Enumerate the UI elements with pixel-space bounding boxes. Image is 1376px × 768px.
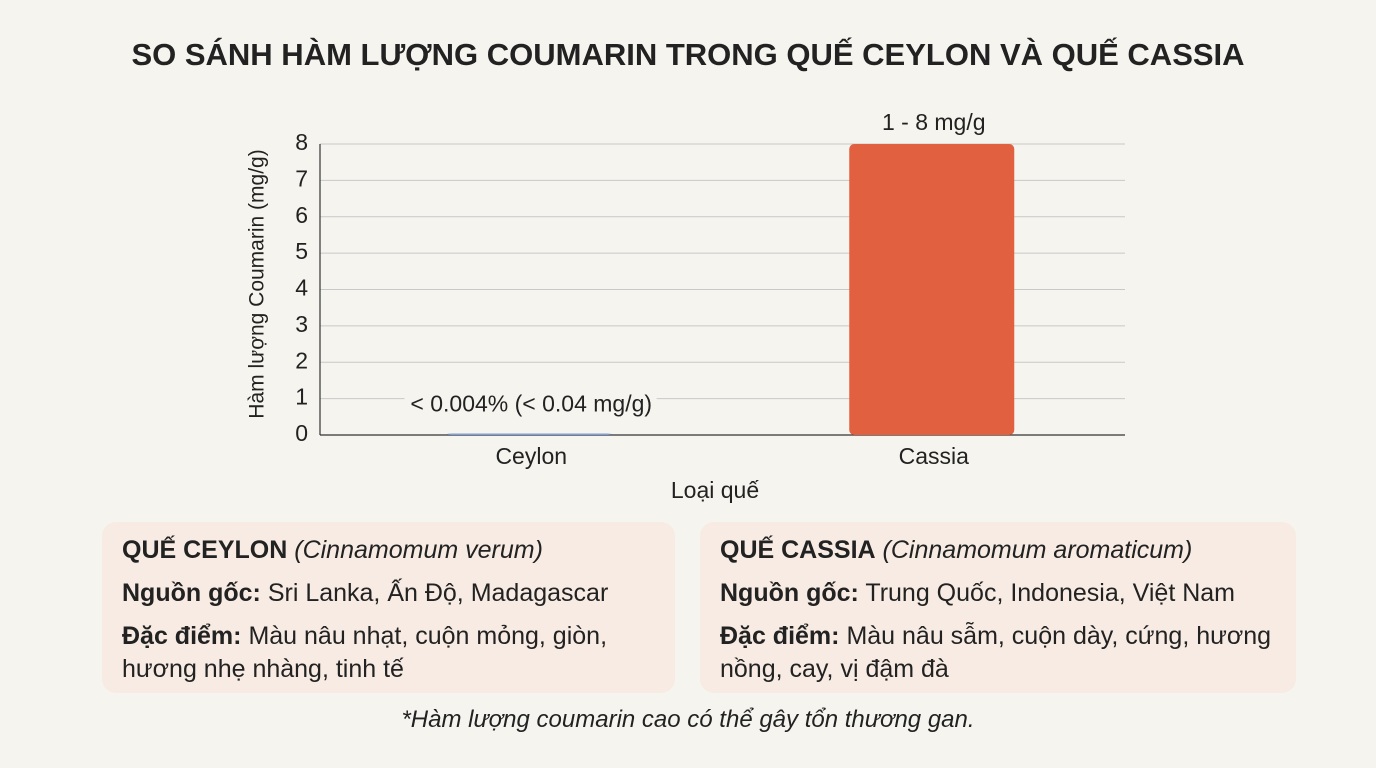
card: QUẾ CEYLON (Cinnamomum verum) Nguồn gốc:…: [102, 522, 675, 693]
y-tick-label: 7: [295, 165, 308, 191]
y-tick-label: 6: [295, 202, 308, 228]
y-tick-label: 8: [295, 129, 308, 155]
card: QUẾ CASSIA (Cinnamomum aromaticum) Nguồn…: [700, 522, 1296, 693]
y-tick-label: 2: [295, 347, 308, 373]
bar: [849, 144, 1015, 435]
feature: Màu nâu nhạt, cuộn mỏng, giòn, hương nhẹ…: [122, 622, 608, 683]
y-tick-label: 3: [295, 311, 308, 337]
y-tick-label: 5: [295, 238, 308, 264]
y-tick-label: 1: [295, 384, 308, 410]
origin-label: Nguồn gốc:: [720, 579, 859, 607]
feature-label: Đặc điểm:: [122, 622, 242, 650]
feature: Màu nâu sẫm, cuộn dày, cứng, hương nồng,…: [720, 622, 1272, 683]
card-name: QUẾ CEYLON: [122, 536, 288, 564]
bar: [446, 433, 612, 435]
card-name: QUẾ CASSIA: [720, 536, 876, 564]
origin: Sri Lanka, Ấn Độ, Madagascar: [267, 579, 609, 607]
value-label: 1 - 8 mg/g: [882, 109, 986, 135]
scientific-name: (Cinnamomum aromaticum): [882, 536, 1193, 564]
scientific-name: (Cinnamomum verum): [294, 536, 543, 564]
chart-title: SO SÁNH HÀM LƯỢNG COUMARIN TRONG QUẾ CEY…: [131, 37, 1244, 72]
origin-label: Nguồn gốc:: [122, 579, 261, 607]
y-tick-label: 4: [295, 275, 308, 301]
x-tick-label: Cassia: [899, 443, 970, 469]
x-tick-label: Ceylon: [495, 443, 567, 469]
value-label: < 0.004% (< 0.04 mg/g): [410, 391, 652, 417]
origin: Trung Quốc, Indonesia, Việt Nam: [865, 579, 1236, 607]
x-axis-label: Loại quế: [671, 477, 759, 503]
chart: SO SÁNH HÀM LƯỢNG COUMARIN TRONG QUẾ CEY…: [131, 37, 1244, 503]
y-tick-label: 0: [295, 420, 308, 446]
y-axis-label: Hàm lượng Coumarin (mg/g): [246, 149, 269, 418]
footnote: *Hàm lượng coumarin cao có thể gây tổn t…: [401, 706, 975, 733]
feature-label: Đặc điểm:: [720, 622, 840, 650]
